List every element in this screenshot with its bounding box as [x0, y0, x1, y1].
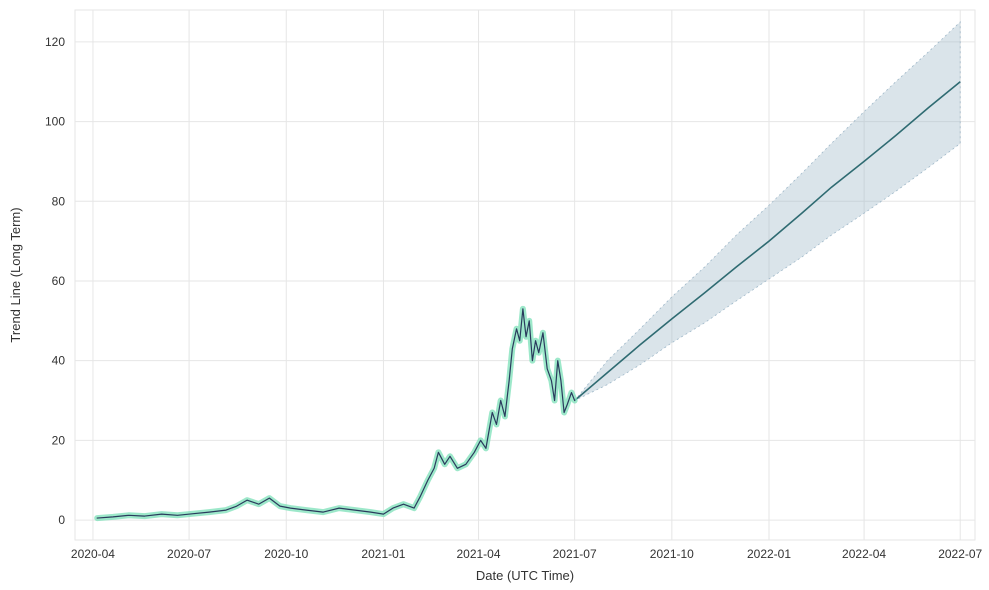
- x-tick-label: 2020-07: [167, 547, 211, 561]
- x-tick-label: 2021-07: [553, 547, 597, 561]
- x-tick-label: 2021-04: [456, 547, 500, 561]
- x-tick-label: 2021-01: [361, 547, 405, 561]
- x-tick-label: 2022-01: [747, 547, 791, 561]
- y-tick-label: 80: [52, 194, 66, 208]
- x-tick-label: 2020-04: [71, 547, 115, 561]
- y-axis-label: Trend Line (Long Term): [8, 207, 23, 342]
- chart-background: [0, 0, 989, 590]
- x-tick-label: 2021-10: [650, 547, 694, 561]
- chart-svg: 0 20 40 60 80 100 120 2020-04 2020-07 2020-10 2021…: [0, 0, 989, 590]
- trend-forecast-chart: 0 20 40 60 80 100 120 2020-04 2020-07 2020-10 2021…: [0, 0, 989, 590]
- y-tick-label: 40: [52, 354, 66, 368]
- y-tick-label: 60: [52, 274, 66, 288]
- x-tick-label: 2020-10: [264, 547, 308, 561]
- y-tick-label: 20: [52, 433, 66, 447]
- x-tick-label: 2022-07: [938, 547, 982, 561]
- y-tick-label: 120: [45, 35, 65, 49]
- x-tick-label: 2022-04: [842, 547, 886, 561]
- y-tick-label: 100: [45, 115, 65, 129]
- x-axis-label: Date (UTC Time): [476, 568, 574, 583]
- y-tick-label: 0: [58, 513, 65, 527]
